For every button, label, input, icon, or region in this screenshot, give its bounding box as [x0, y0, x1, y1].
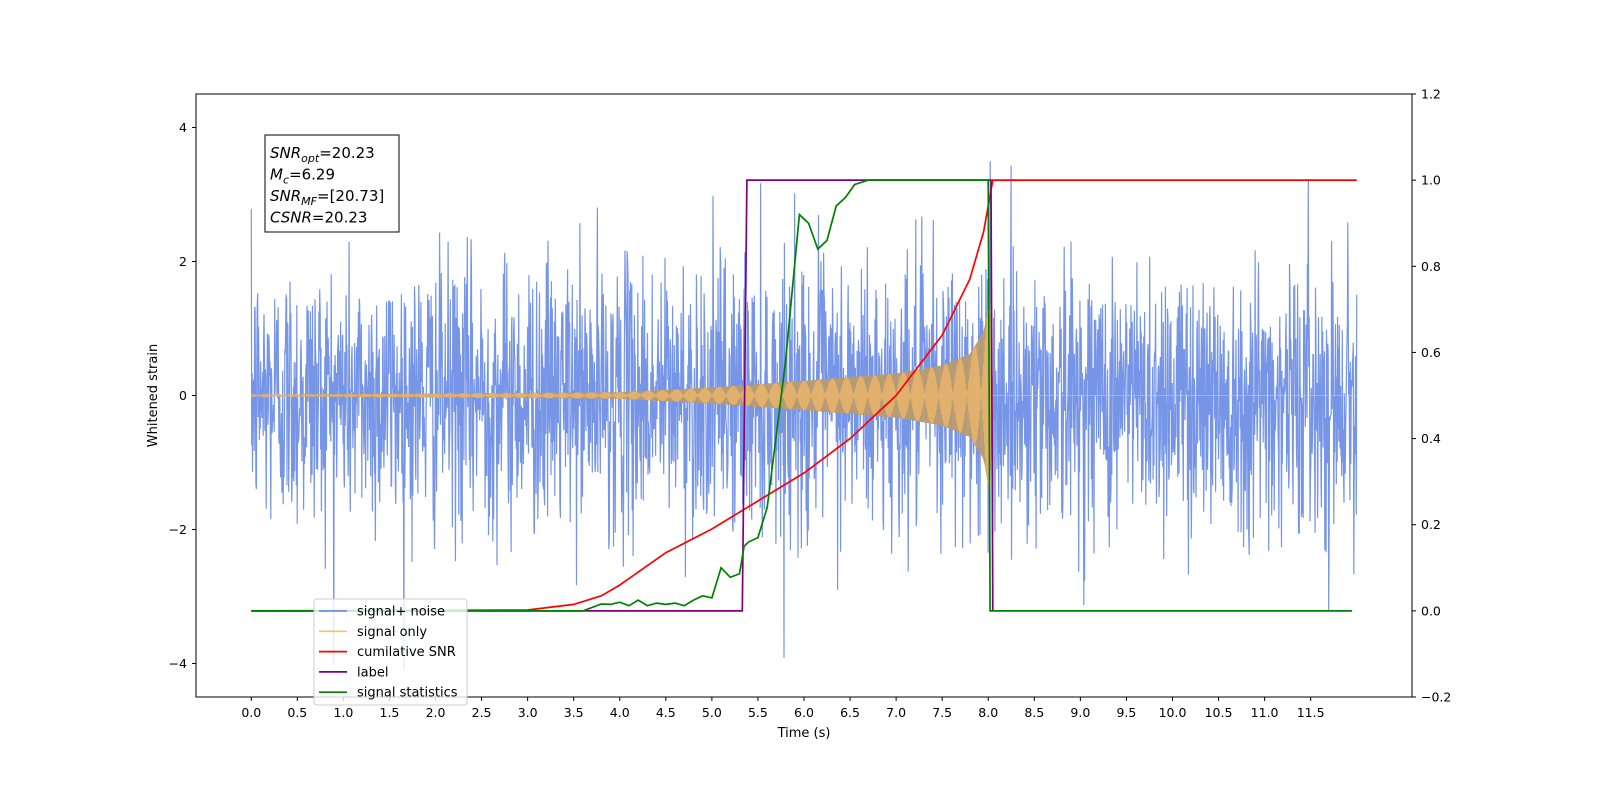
- plot-area: [250, 161, 1358, 669]
- x-tick-label: 7.5: [932, 705, 952, 720]
- legend-label: signal+ noise: [357, 605, 445, 620]
- y2-tick-label: 0.6: [1421, 345, 1441, 360]
- x-tick-label: 2.5: [472, 705, 492, 720]
- y2-tick-label: 1.2: [1421, 87, 1441, 102]
- y2-tick-label: 1.0: [1421, 173, 1441, 188]
- annotation-line: CSNR=20.23: [270, 209, 367, 227]
- series-signal-only: [250, 302, 1357, 489]
- ticks: 0.0 0.5 1.0 1.5 2.0 2.5 3.0 3.5 4.0 4.5 5.0 5.5 6.0 6…: [169, 87, 1452, 721]
- series-signal-noise: [250, 161, 1358, 669]
- y-tick-label: −2: [169, 522, 187, 537]
- x-tick-label: 3.5: [564, 705, 584, 720]
- y-axis-label: Whitened strain: [146, 344, 161, 447]
- annotation-line: Mc=6.29: [270, 166, 335, 187]
- x-tick-label: 10.0: [1159, 705, 1187, 720]
- y-tick-label: 2: [179, 254, 187, 269]
- legend-label: label: [357, 665, 388, 680]
- y2-tick-label: 0.2: [1421, 517, 1441, 532]
- series-cumilative-snr: [251, 179, 1357, 612]
- legend-label: signal only: [357, 625, 427, 640]
- y2-tick-label: −0.2: [1421, 690, 1451, 705]
- annotation-box: SNRopt=20.23Mc=6.29SNRMF=[20.73]CSNR=20.…: [264, 134, 400, 233]
- series-signal-statistics: [251, 179, 1353, 612]
- x-tick-label: 2.0: [426, 705, 446, 720]
- annotation-line: SNRMF=[20.73]: [270, 187, 384, 208]
- x-tick-label: 5.5: [748, 705, 768, 720]
- x-tick-label: 5.0: [702, 705, 722, 720]
- x-tick-label: 6.0: [794, 705, 814, 720]
- x-tick-label: 10.5: [1205, 705, 1233, 720]
- x-tick-label: 8.0: [978, 705, 998, 720]
- legend: signal+ noise signal only cumilative SNR la…: [313, 598, 468, 706]
- x-axis-label: Time (s): [777, 726, 831, 741]
- x-tick-label: 1.5: [380, 705, 400, 720]
- y2-tick-label: 0.0: [1421, 603, 1441, 618]
- x-tick-label: 11.5: [1297, 705, 1325, 720]
- x-tick-label: 4.0: [610, 705, 630, 720]
- y-tick-label: 0: [179, 388, 187, 403]
- annotation-frame: [264, 134, 400, 233]
- x-tick-label: 4.5: [656, 705, 676, 720]
- x-tick-label: 11.0: [1251, 705, 1279, 720]
- y2-tick-label: 0.8: [1421, 259, 1441, 274]
- legend-frame: [313, 598, 468, 706]
- x-tick-label: 6.5: [840, 705, 860, 720]
- legend-label: cumilative SNR: [357, 645, 456, 660]
- x-tick-label: 9.0: [1070, 705, 1090, 720]
- legend-label: signal statistics: [357, 686, 458, 701]
- x-tick-label: 7.0: [886, 705, 906, 720]
- y2-tick-label: 0.4: [1421, 431, 1441, 446]
- y-tick-label: 4: [179, 120, 187, 135]
- x-tick-label: 9.5: [1116, 705, 1136, 720]
- x-tick-label: 1.0: [333, 705, 353, 720]
- x-tick-label: 3.0: [518, 705, 538, 720]
- x-tick-label: 0.5: [287, 705, 307, 720]
- annotation-line: SNRopt=20.23: [270, 144, 375, 165]
- x-tick-label: 0.0: [241, 705, 261, 720]
- y-tick-label: −4: [169, 656, 187, 671]
- x-tick-label: 8.5: [1024, 705, 1044, 720]
